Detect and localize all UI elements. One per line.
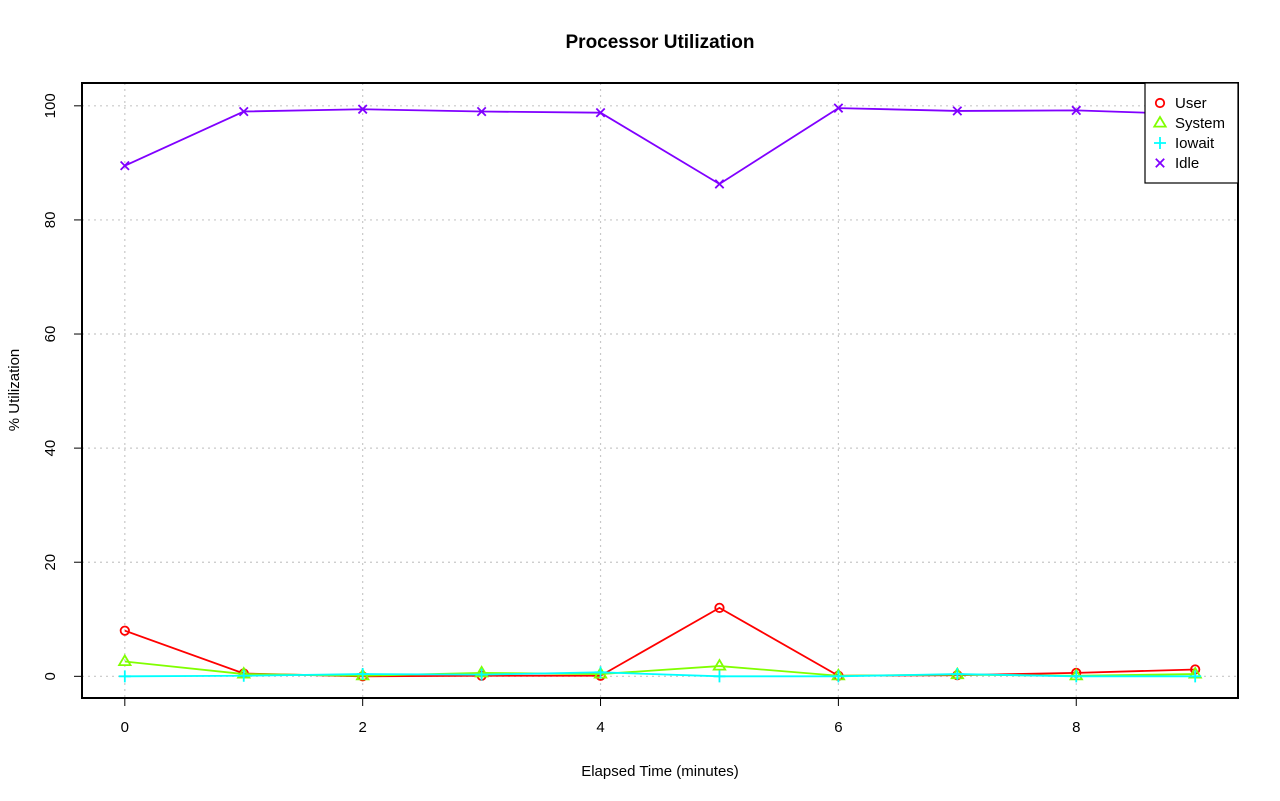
data-point-iowait-5	[713, 670, 726, 683]
data-point-idle-6	[833, 103, 844, 113]
data-point-idle-1	[238, 106, 249, 117]
data-point-iowait-4	[594, 666, 607, 679]
x-tick-label-8: 8	[1072, 719, 1080, 736]
x-tick-label-0: 0	[121, 719, 129, 736]
data-point-idle-7	[952, 106, 963, 116]
legend-marker-iowait	[1154, 137, 1166, 149]
y-tick-label-20: 20	[42, 554, 59, 571]
data-point-iowait-2	[356, 668, 369, 681]
legend-marker-idle	[1155, 158, 1165, 168]
x-tick-label-4: 4	[596, 719, 604, 736]
y-tick-label-60: 60	[42, 326, 59, 343]
data-point-iowait-0	[118, 670, 131, 683]
legend: User System Iowait Idle	[1144, 82, 1239, 184]
legend-label-system: System	[1175, 115, 1225, 132]
legend-item-system: System	[1152, 115, 1225, 132]
series-line-iowait	[124, 671, 1196, 678]
x-axis-label: Elapsed Time (minutes)	[581, 763, 739, 780]
data-point-iowait-1	[237, 669, 250, 682]
data-point-system-5	[712, 658, 727, 671]
legend-item-idle: Idle	[1155, 155, 1199, 172]
plot-border	[81, 82, 1239, 699]
data-point-idle-3	[476, 106, 487, 117]
y-tick-label-40: 40	[42, 440, 59, 457]
series-idle	[119, 103, 1201, 189]
y-tick-label-100: 100	[42, 93, 59, 118]
y-axis-label: % Utilization	[6, 349, 23, 432]
series-user	[119, 602, 1201, 682]
series-iowait	[118, 666, 1202, 683]
legend-item-user: User	[1154, 95, 1207, 112]
data-point-user-5	[714, 602, 725, 613]
legend-label-idle: Idle	[1175, 155, 1199, 172]
data-point-idle-2	[357, 104, 368, 115]
data-point-iowait-8	[1070, 670, 1083, 683]
x-tick-label-2: 2	[359, 719, 367, 736]
chart-title: Processor Utilization	[566, 32, 755, 53]
data-point-idle-0	[119, 160, 130, 171]
data-point-idle-5	[714, 179, 725, 189]
data-point-idle-4	[595, 107, 606, 118]
legend-marker-system	[1152, 115, 1168, 128]
legend-marker-user	[1154, 97, 1166, 109]
grid	[82, 83, 1238, 698]
data-point-idle-8	[1071, 105, 1082, 116]
legend-label-iowait: Iowait	[1175, 135, 1215, 152]
series-line-user	[124, 606, 1196, 678]
legend-item-iowait: Iowait	[1154, 135, 1215, 152]
series-line-idle	[124, 107, 1196, 186]
y-tick-label-0: 0	[42, 672, 59, 680]
legend-label-user: User	[1175, 95, 1207, 112]
series-layer	[117, 103, 1203, 683]
x-tick-label-6: 6	[834, 719, 842, 736]
data-point-iowait-9	[1189, 670, 1202, 683]
data-point-iowait-6	[832, 670, 845, 683]
data-point-iowait-7	[951, 668, 964, 681]
y-tick-label-80: 80	[42, 212, 59, 229]
data-point-user-0	[119, 625, 130, 636]
data-point-iowait-3	[475, 668, 488, 681]
data-point-system-0	[117, 653, 133, 666]
